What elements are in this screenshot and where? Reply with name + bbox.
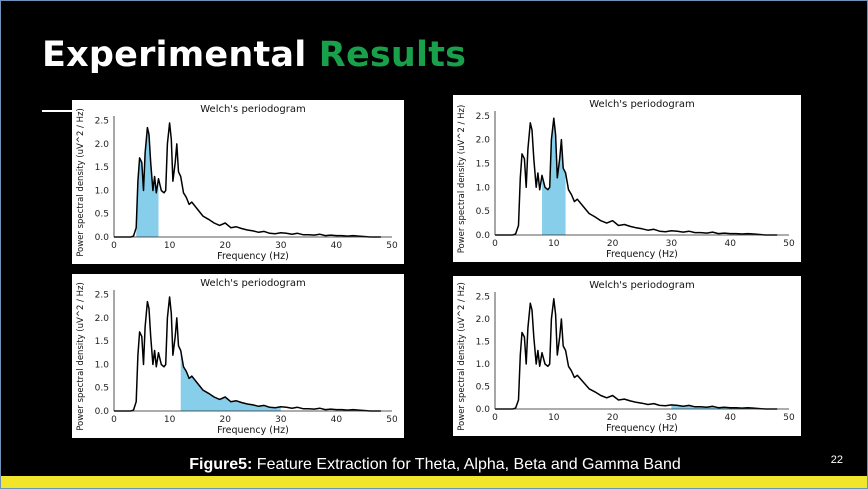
chart-title: Welch's periodogram [589,280,695,291]
periodogram-chart: Welch's periodogram 0 10 20 30 40 50 0.0 0.5 1.0 1… [457,280,795,434]
chart-title: Welch's periodogram [589,99,695,110]
title-main: Experimental [42,35,307,75]
slide-title: Experimental Results [42,35,466,75]
chart-panel-theta: Welch's periodogram 0 10 20 30 40 50 0.0 0.5 1.0 1… [72,100,404,264]
y-tick-label: 1.0 [95,360,110,370]
y-tick-label: 2.0 [95,314,110,324]
x-tick-label: 10 [164,241,176,251]
y-axis-label: Power spectral density (uV^2 / Hz) [457,282,467,431]
periodogram-chart: Welch's periodogram 0 10 20 30 40 50 0.0 0.5 1.0 1… [76,278,398,436]
y-tick-label: 0.5 [95,384,109,394]
x-tick-label: 30 [275,241,287,251]
x-tick-label: 0 [492,413,498,423]
x-tick-label: 10 [548,239,560,249]
y-tick-label: 0.0 [476,231,491,241]
y-tick-label: 0.5 [476,383,490,393]
x-tick-label: 50 [783,413,795,423]
x-tick-label: 40 [331,241,343,251]
x-axis-label: Frequency (Hz) [217,425,289,436]
x-tick-label: 10 [548,413,560,423]
y-tick-label: 0.5 [95,210,109,220]
x-tick-label: 50 [783,239,795,249]
shaded-band [136,127,159,237]
y-tick-label: 2.5 [476,112,490,122]
x-tick-label: 50 [386,241,398,251]
x-tick-label: 10 [164,415,176,425]
chart-panel-beta: Welch's periodogram 0 10 20 30 40 50 0.0 0.5 1.0 1… [72,274,404,438]
bottom-accent-bar [1,476,867,488]
caption-text: Feature Extraction for Theta, Alpha, Bet… [252,456,681,473]
caption-label: Figure5: [189,456,253,473]
y-tick-label: 0.0 [95,407,110,417]
title-accent: Results [318,35,467,75]
psd-line [114,296,381,412]
y-tick-label: 2.5 [95,291,109,301]
x-tick-label: 20 [607,413,619,423]
y-tick-label: 2.0 [476,136,491,146]
x-tick-label: 30 [666,239,678,249]
y-tick-label: 2.0 [95,140,110,150]
x-tick-label: 20 [219,415,231,425]
x-tick-label: 0 [492,239,498,249]
figure-caption: Figure5: Feature Extraction for Theta, A… [1,456,868,474]
x-axis-label: Frequency (Hz) [606,249,678,260]
x-tick-label: 50 [386,415,398,425]
y-axis-label: Power spectral density (uV^2 / Hz) [76,282,86,431]
chart-panel-alpha: Welch's periodogram 0 10 20 30 40 50 0.0 0.5 1.0 1… [453,95,801,262]
x-tick-label: 30 [666,413,678,423]
x-tick-label: 40 [331,415,343,425]
chart-title: Welch's periodogram [200,278,306,289]
slide-number: 22 [830,454,843,466]
x-axis-label: Frequency (Hz) [217,251,289,262]
y-tick-label: 2.5 [476,293,490,303]
y-tick-label: 1.5 [95,337,109,347]
title-underline [42,110,76,112]
x-tick-label: 20 [219,241,231,251]
shaded-band [542,118,566,235]
y-tick-label: 0.0 [95,233,110,243]
y-tick-label: 2.5 [95,117,109,127]
x-tick-label: 40 [724,413,736,423]
x-tick-label: 0 [111,241,117,251]
periodogram-chart: Welch's periodogram 0 10 20 30 40 50 0.0 0.5 1.0 1… [76,104,398,262]
x-tick-label: 40 [724,239,736,249]
psd-line [495,117,778,236]
x-axis-label: Frequency (Hz) [606,423,678,434]
y-axis-label: Power spectral density (uV^2 / Hz) [76,108,86,257]
periodogram-chart: Welch's periodogram 0 10 20 30 40 50 0.0 0.5 1.0 1… [457,99,795,260]
y-tick-label: 0.0 [476,405,491,415]
y-axis-label: Power spectral density (uV^2 / Hz) [457,105,467,254]
y-tick-label: 1.5 [476,338,490,348]
x-tick-label: 20 [607,239,619,249]
y-tick-label: 0.5 [476,207,490,217]
y-tick-label: 1.5 [95,163,109,173]
y-tick-label: 1.0 [476,360,491,370]
y-tick-label: 2.0 [476,315,491,325]
psd-line [114,122,381,238]
y-tick-label: 1.5 [476,159,490,169]
chart-panel-gamma: Welch's periodogram 0 10 20 30 40 50 0.0 0.5 1.0 1… [453,276,801,436]
chart-title: Welch's periodogram [200,104,306,115]
psd-line [495,298,778,410]
y-tick-label: 1.0 [476,183,491,193]
x-tick-label: 30 [275,415,287,425]
x-tick-label: 0 [111,415,117,425]
shaded-band [180,350,281,411]
y-tick-label: 1.0 [95,186,110,196]
